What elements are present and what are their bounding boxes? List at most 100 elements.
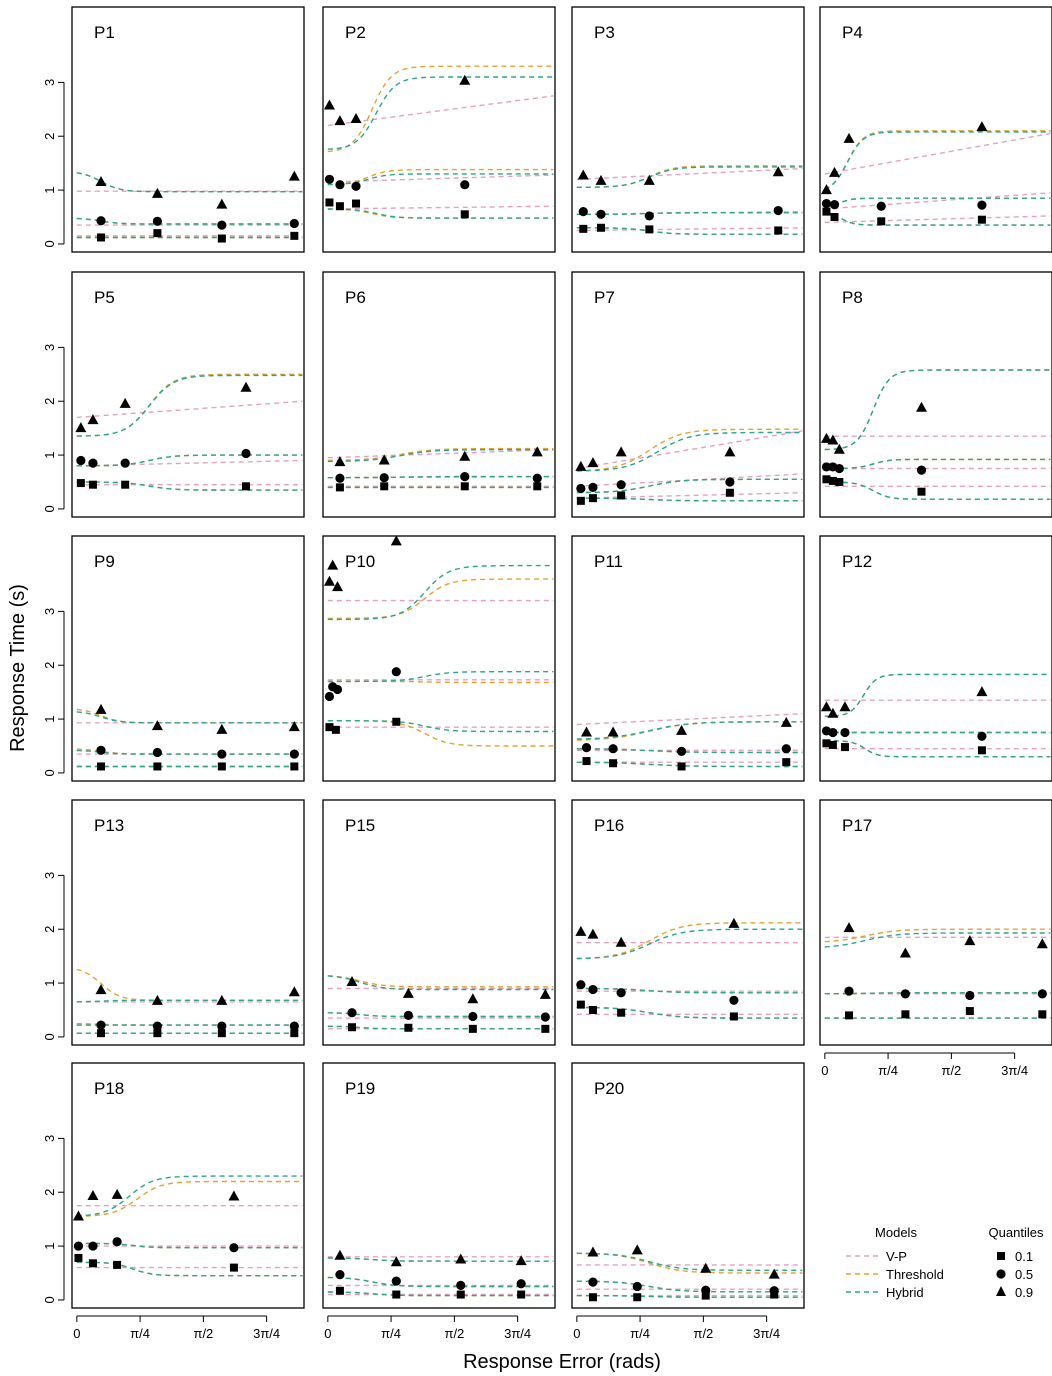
q10-square-point <box>677 762 686 771</box>
q90-triangle-point <box>323 99 335 110</box>
hybrid-curve-q10 <box>76 749 303 755</box>
q10-square-point <box>468 1024 477 1033</box>
hybrid-curve-q90 <box>327 76 554 150</box>
x-tick-label: 0 <box>324 1326 331 1341</box>
hybrid-curve-q10 <box>327 720 554 733</box>
panel-p12: P12 <box>819 535 1052 782</box>
q90-triangle-point <box>95 703 107 714</box>
x-axis: 0 π/4 π/2 3π/4 <box>573 1315 780 1341</box>
panel-curves <box>76 172 303 239</box>
hybrid-curve-q10 <box>576 1294 803 1298</box>
hybrid-curve-q90 <box>76 1175 303 1217</box>
q90-triangle-point <box>724 446 736 457</box>
q90-triangle-point <box>228 1190 240 1201</box>
x-tick-label: π/2 <box>693 1326 713 1341</box>
panel-p15: P15 <box>322 799 556 1046</box>
hybrid-curve-q50 <box>824 458 1051 470</box>
y-axis: 0 1 2 3 <box>42 344 65 513</box>
hybrid-curve-q90 <box>576 928 803 960</box>
hybrid-curve-q90 <box>576 1252 803 1271</box>
panel-p11: P11 <box>571 535 805 782</box>
panel-label: P6 <box>345 288 366 307</box>
q90-triangle-point <box>575 925 587 936</box>
y-tick-label: 0 <box>42 1296 57 1303</box>
hybrid-curve-q50 <box>824 197 1051 207</box>
q10-square-point <box>645 225 654 234</box>
x-tick-label: π/2 <box>941 1063 961 1078</box>
threshold-curve-q90 <box>327 65 554 153</box>
panels: P1 P2 P3 P4 P5 P6 P7 P8 P9 P10 P11 P12 P13 P15 P16 P17 0… <box>71 6 1052 1341</box>
q10-square-point <box>290 231 299 240</box>
q50-circle-point <box>96 216 106 226</box>
q50-circle-point <box>834 463 844 474</box>
q10-square-point <box>153 1029 162 1038</box>
q90-triangle-point <box>820 701 832 712</box>
q90-triangle-point <box>87 1190 99 1200</box>
q50-circle-point <box>152 1021 162 1031</box>
hybrid-curve-q50 <box>327 671 554 683</box>
panel-points <box>581 716 792 771</box>
panel-curves <box>824 928 1051 1019</box>
q10-square-point <box>830 213 839 221</box>
panel-curves <box>576 713 803 768</box>
q50-circle-point <box>876 201 886 211</box>
x-tick-label: π/4 <box>878 1063 898 1078</box>
panel-curves <box>576 165 803 235</box>
vp-curve-q50 <box>824 192 1051 210</box>
hybrid-curve-q10 <box>824 739 1051 758</box>
q90-triangle-point <box>95 176 107 186</box>
q90-triangle-point <box>595 174 607 185</box>
q50-circle-point <box>217 220 227 230</box>
q10-square-point <box>76 479 85 488</box>
q10-square-point <box>588 1006 597 1014</box>
y-tick-label: 3 <box>42 872 57 879</box>
q90-triangle-point <box>151 187 163 198</box>
panel-frame <box>571 799 805 1046</box>
legend-models-title: Models <box>875 1225 917 1240</box>
q50-circle-point <box>900 989 910 999</box>
q10-square-point <box>579 224 588 233</box>
q50-circle-point <box>729 995 739 1005</box>
panel-p8: P8 <box>819 271 1052 518</box>
q50-circle-point <box>217 749 227 759</box>
q90-triangle-point <box>531 446 543 457</box>
hybrid-curve-q10 <box>327 208 554 219</box>
q50-circle-point <box>616 988 626 998</box>
panel-points <box>577 166 784 235</box>
panel-curves <box>327 975 554 1030</box>
q50-circle-point <box>460 180 470 190</box>
vp-curve-q50 <box>76 459 303 467</box>
panel-label: P4 <box>842 23 863 42</box>
panel-label: P1 <box>94 23 115 42</box>
q50-circle-point <box>324 691 335 702</box>
x-tick-label: π/2 <box>193 1326 213 1341</box>
q90-triangle-point <box>350 113 362 123</box>
hybrid-curve-q50 <box>824 992 1051 995</box>
q50-circle-point <box>977 731 987 741</box>
q50-circle-point <box>769 1286 779 1296</box>
y-tick-label: 3 <box>42 608 57 615</box>
q50-circle-point <box>701 1285 711 1295</box>
q10-square-point <box>88 480 97 489</box>
panel-points <box>820 401 927 496</box>
panel-points <box>95 703 300 771</box>
q50-circle-point <box>335 180 345 190</box>
threshold-curve-q90 <box>824 928 1051 943</box>
q50-circle-point <box>773 205 783 216</box>
q50-circle-point <box>391 667 401 677</box>
q90-triangle-point <box>346 976 358 986</box>
q50-circle-point <box>88 458 98 468</box>
panel-points <box>575 446 736 505</box>
legend-hybrid-label: Hybrid <box>886 1285 924 1300</box>
panel-label: P8 <box>842 288 863 307</box>
x-tick-label: π/4 <box>381 1326 401 1341</box>
q10-square-point <box>597 223 605 232</box>
q50-circle-point <box>112 1237 122 1247</box>
threshold-curve-q50 <box>576 478 803 494</box>
threshold-curve-q90 <box>76 373 303 437</box>
q90-triangle-point <box>820 432 832 443</box>
threshold-curve-q10 <box>76 748 303 755</box>
q90-triangle-point <box>459 74 471 85</box>
q50-circle-point <box>96 745 106 755</box>
q50-circle-point <box>456 1280 466 1290</box>
